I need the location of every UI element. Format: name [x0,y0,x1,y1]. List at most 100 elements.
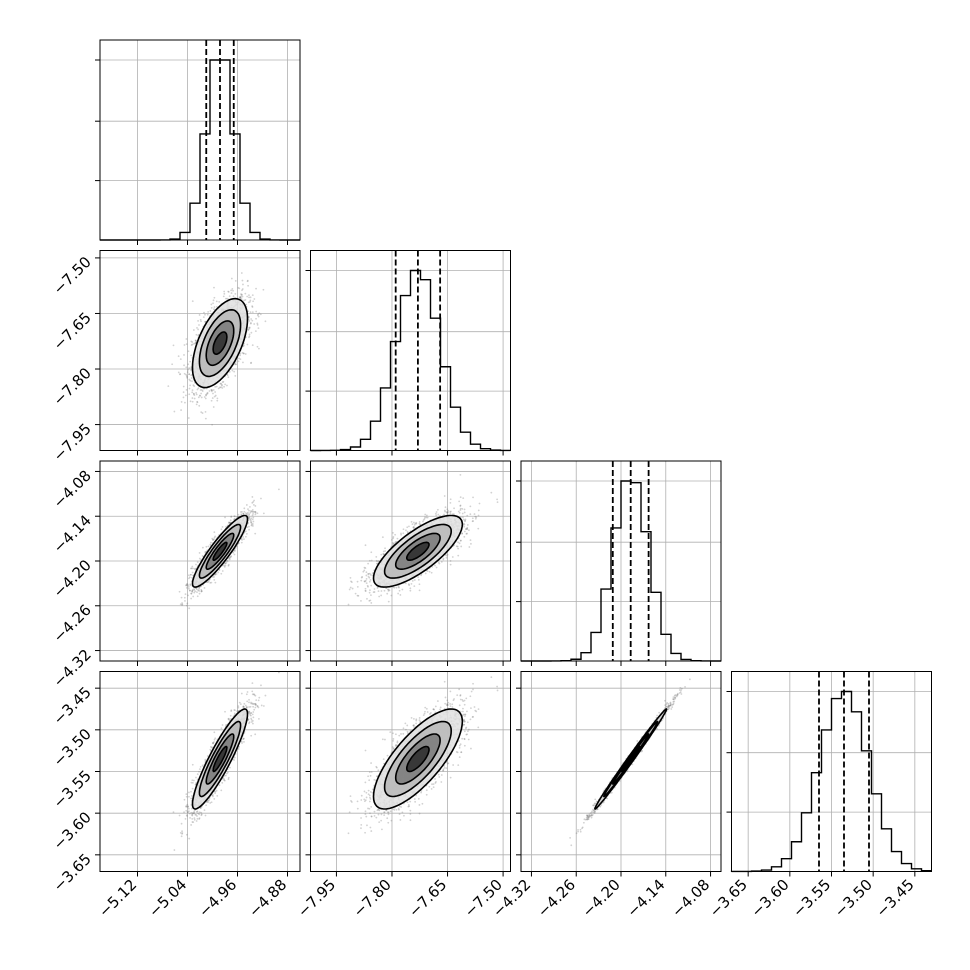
sample-point [204,397,207,400]
sample-point [245,532,248,535]
sample-point [198,557,201,560]
sample-point [213,306,216,308]
sample-point [188,378,191,381]
y-tick-label: −7.95 [50,420,95,465]
sample-point [190,369,192,372]
sample-point [225,560,228,563]
sample-point [258,312,261,315]
sample-point [218,569,221,571]
sample-point [188,387,191,390]
sample-point [418,589,421,592]
sample-point [231,369,234,372]
sample-point [248,336,250,339]
sample-point [196,401,199,404]
sample-point [186,583,188,585]
sample-point [243,507,246,510]
sample-point [187,594,189,597]
sample-point [191,589,194,591]
sample-point [248,513,250,515]
sample-point [179,373,182,375]
sample-point [257,327,260,330]
sample-point [234,280,237,282]
sample-point [242,513,245,515]
sample-point [189,384,192,387]
sample-point [233,550,236,552]
sample-point [217,387,220,390]
sample-point [226,297,229,300]
sample-point [370,559,373,562]
sample-point [260,497,262,500]
sample-point [253,499,255,502]
sample-point [209,543,212,546]
sample-point [363,580,366,583]
sample-point [247,301,250,304]
sample-point [241,293,243,296]
sample-point [191,576,193,579]
sample-point [189,573,192,576]
sample-point [173,410,176,413]
sample-point [437,561,440,564]
sample-point [212,406,215,408]
sample-point [234,547,237,550]
sample-point [192,574,194,577]
sample-point [190,354,192,357]
sample-point [192,393,195,395]
sample-point [210,389,213,392]
sample-point [194,342,197,345]
panel-content [167,272,267,426]
sample-point [185,366,188,369]
sample-point [198,324,200,326]
sample-point [255,317,257,320]
sample-point [206,392,209,395]
sample-point [185,338,188,340]
sample-point [187,417,190,419]
sample-point [214,581,217,584]
sample-point [198,592,201,595]
histogram-step [309,269,511,452]
sample-point [496,498,498,501]
sample-point [446,511,449,514]
sample-point [232,295,235,298]
histogram-panel-0 [95,39,301,245]
sample-point [227,521,230,524]
sample-point [220,528,223,531]
sample-point [189,400,192,403]
sample-point [191,590,193,593]
sample-point [250,331,253,334]
sample-point [248,294,250,297]
sample-point [190,344,193,346]
sample-point [392,531,394,534]
sample-point [241,295,244,298]
sample-point [392,543,395,545]
sample-point [198,586,200,589]
sample-point [350,581,353,584]
sample-point [213,531,216,534]
sample-point [227,564,230,567]
sample-point [204,550,207,553]
sample-point [190,592,193,595]
sample-point [185,584,187,587]
sample-point [193,589,196,591]
sample-point [198,590,201,592]
sample-point [200,590,203,593]
sample-point [187,368,190,371]
panel-frame [99,250,301,451]
sample-point [188,373,191,376]
sample-point [178,590,181,593]
sample-point [209,581,212,584]
sample-point [197,328,200,331]
sample-point [242,352,245,355]
sample-point [222,295,225,298]
sample-point [211,423,214,426]
sample-point [200,392,203,395]
sample-point [240,537,243,540]
sample-point [190,567,193,570]
sample-point [248,514,250,516]
sample-point [227,290,230,293]
sample-point [203,587,206,589]
sample-point [248,326,251,329]
sample-point [240,541,243,544]
sample-point [219,386,222,389]
sample-point [249,301,251,303]
